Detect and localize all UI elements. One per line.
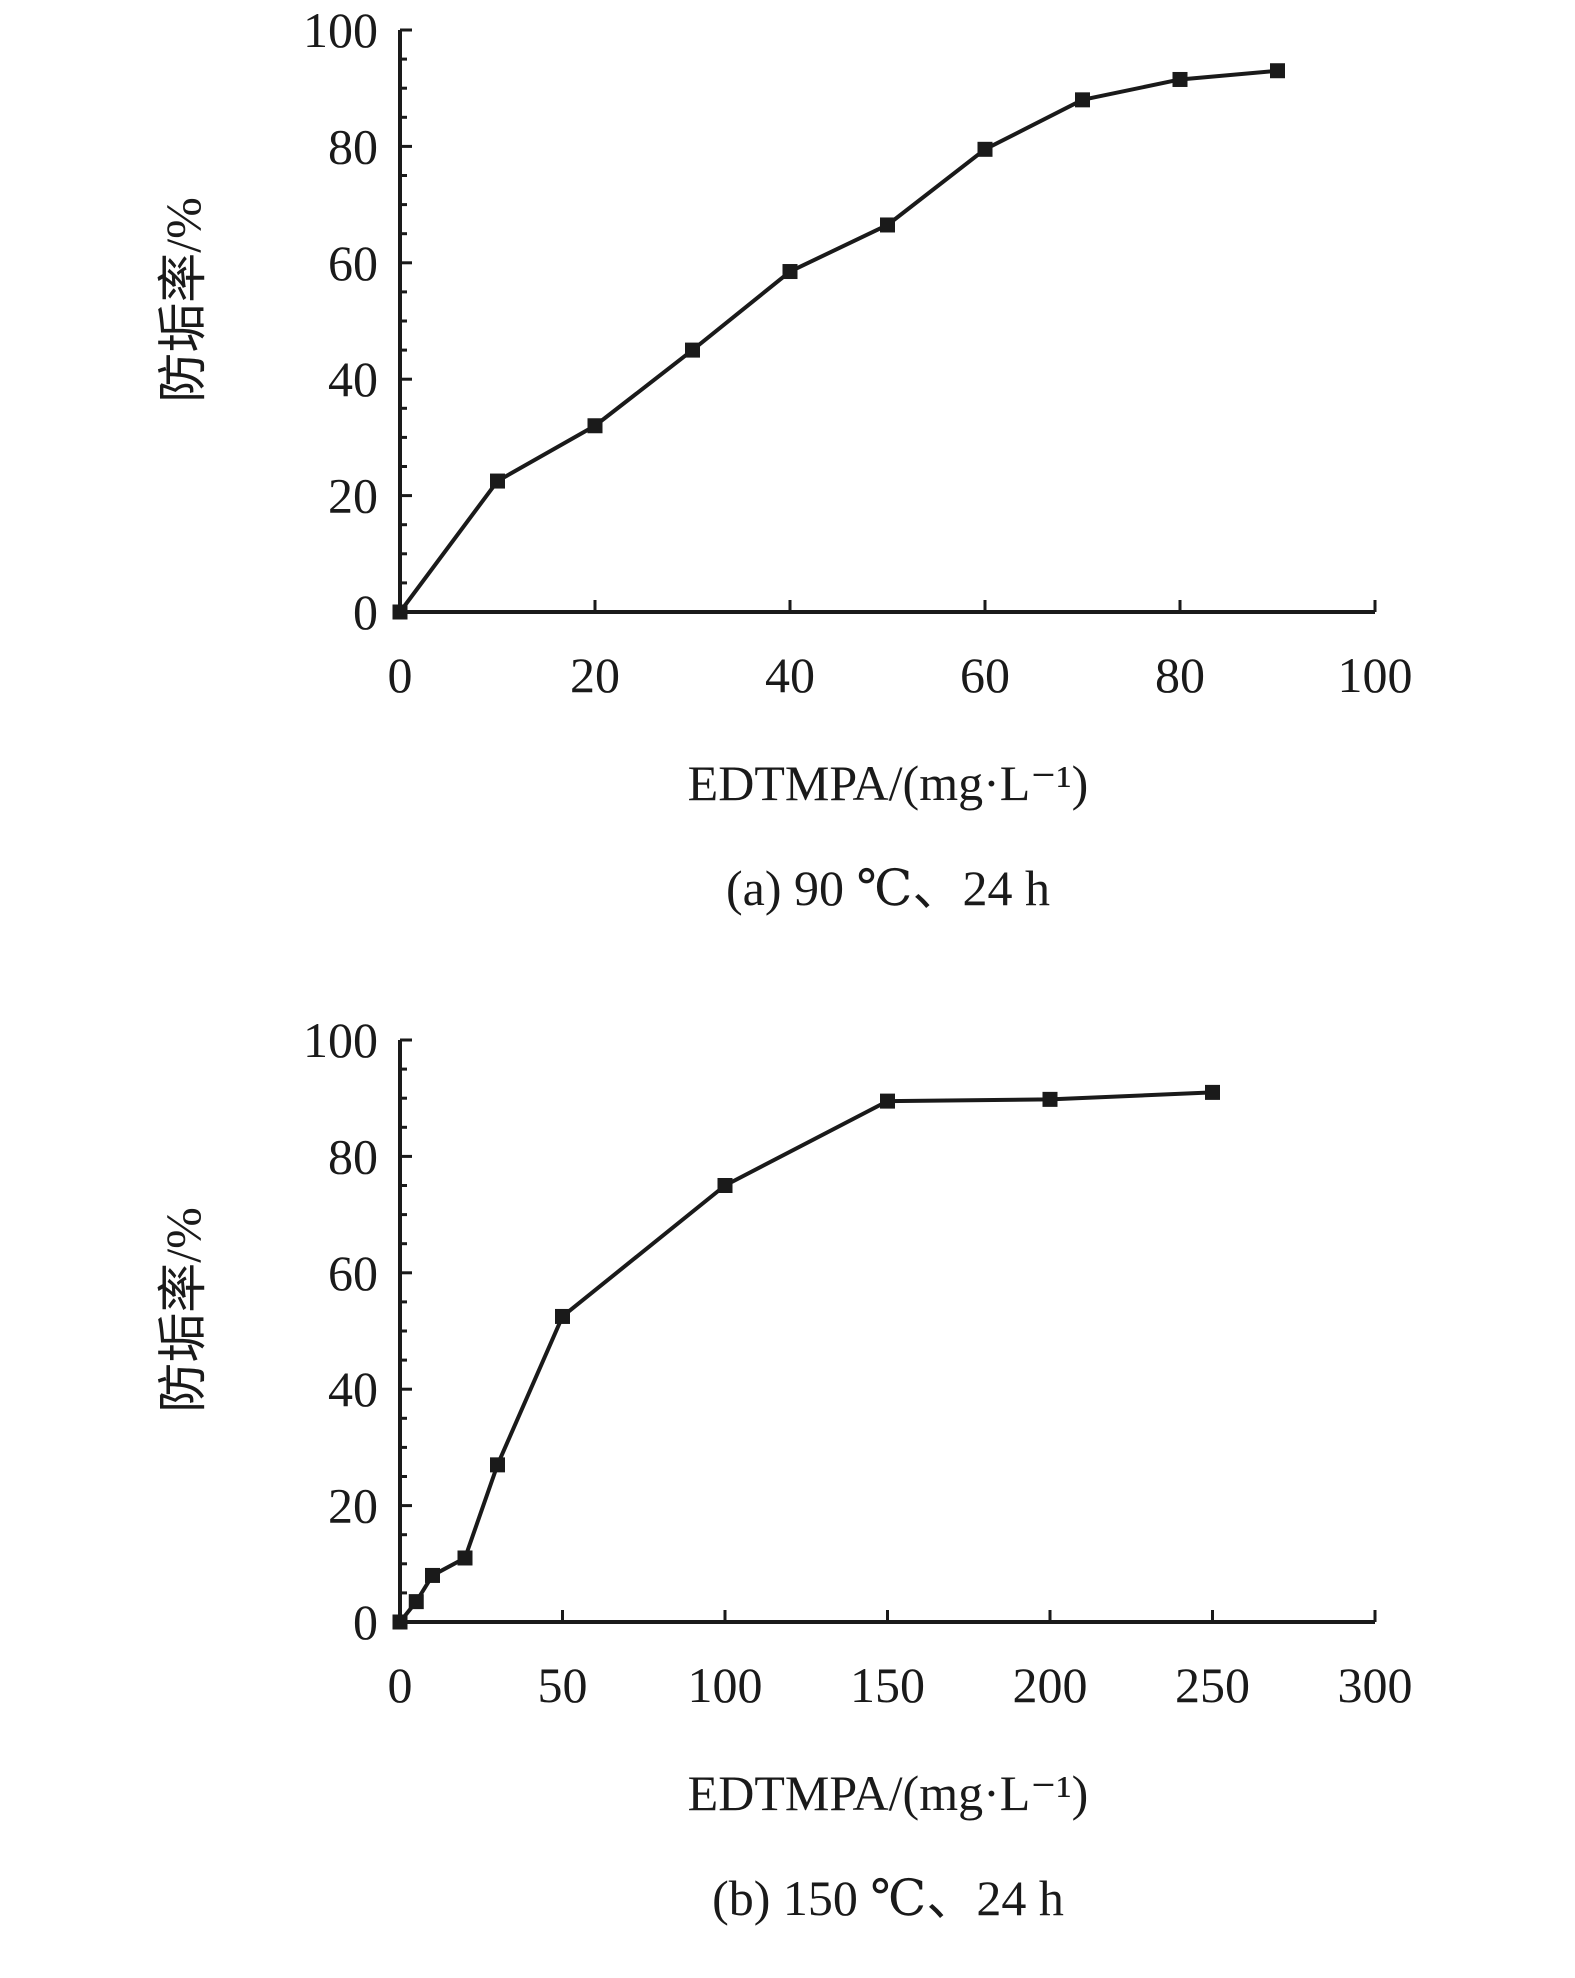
chart-a-x-tick-label: 0 [388, 647, 413, 703]
chart-b-series-line [398, 1090, 1213, 1624]
chart-a-y-tick-label: 60 [328, 235, 378, 291]
chart-b-x-tick-label: 150 [850, 1657, 925, 1713]
chart-a-x-tick-label: 80 [1155, 647, 1205, 703]
chart-a-y-tick-label: 100 [303, 2, 378, 58]
chart-a-y-tick-label: 20 [328, 468, 378, 524]
chart-a-x-tick-label: 40 [765, 647, 815, 703]
chart-a-ylabel: 防垢率/% [155, 197, 211, 403]
chart-b-ylabel: 防垢率/% [155, 1207, 211, 1413]
chart-a-y-tick-label: 0 [353, 584, 378, 640]
chart-panel-b: 防垢率/% EDTMPA/(mg·L⁻¹) (b) 150 ℃、24 h 0 20… [0, 1010, 1575, 1978]
chart-a-data-point [392, 604, 408, 620]
chart-a-data-point [1270, 63, 1285, 79]
chart-a-data-point [782, 264, 798, 280]
chart-a-x-tick-label: 20 [570, 647, 620, 703]
chart-b-x-tick-label: 100 [688, 1657, 763, 1713]
chart-a-data-point [977, 141, 993, 157]
chart-b-data-point [880, 1093, 895, 1109]
chart-a-data-point [490, 473, 505, 489]
chart-a-svg: 防垢率/% EDTMPA/(mg·L⁻¹) (a) 90 ℃、24 h 0 20 4… [155, 2, 1413, 916]
chart-b-x-tick-label: 0 [388, 1657, 413, 1713]
chart-a-data-point [685, 342, 700, 358]
chart-b-x-tick-label: 300 [1338, 1657, 1413, 1713]
chart-panel-a: 防垢率/% EDTMPA/(mg·L⁻¹) (a) 90 ℃、24 h 0 20 4… [0, 0, 1575, 968]
chart-b-data-point [1205, 1084, 1220, 1100]
chart-a-y-tick-label: 80 [328, 118, 378, 174]
chart-b-y-tick-label: 40 [328, 1361, 378, 1417]
chart-a-data-point [587, 418, 603, 434]
chart-b-y-tick-label: 0 [353, 1594, 378, 1650]
chart-b-data-point [392, 1614, 408, 1630]
chart-b-xlabel: EDTMPA/(mg·L⁻¹) [688, 1765, 1089, 1821]
chart-b-y-tick-label: 100 [303, 1012, 378, 1068]
chart-b-caption: (b) 150 ℃、24 h [712, 1870, 1064, 1926]
chart-a-caption: (a) 90 ℃、24 h [726, 860, 1050, 916]
chart-b-y-tick-label: 80 [328, 1128, 378, 1184]
chart-b-x-tick-label: 250 [1175, 1657, 1250, 1713]
chart-a-x-tick-label: 60 [960, 647, 1010, 703]
chart-b-data-point [490, 1457, 505, 1473]
chart-a-series-line [398, 68, 1278, 614]
chart-b-y-tick-label: 20 [328, 1478, 378, 1534]
chart-a-data-point [1172, 71, 1188, 87]
chart-a-xlabel: EDTMPA/(mg·L⁻¹) [688, 755, 1089, 811]
chart-b-svg: 防垢率/% EDTMPA/(mg·L⁻¹) (b) 150 ℃、24 h 0 20… [155, 1012, 1413, 1926]
chart-b-data-point [425, 1567, 440, 1583]
chart-b-data-point [717, 1178, 733, 1193]
chart-b-y-tick-label: 60 [328, 1245, 378, 1301]
chart-b-data-point [408, 1594, 424, 1610]
chart-a-x-tick-label: 100 [1338, 647, 1413, 703]
chart-b-x-tick-label: 200 [1013, 1657, 1088, 1713]
chart-b-data-point [1042, 1091, 1058, 1107]
chart-a-data-point [1075, 92, 1090, 108]
chart-b-data-point [555, 1308, 570, 1324]
chart-a-y-tick-label: 40 [328, 351, 378, 407]
chart-b-x-tick-label: 50 [538, 1657, 588, 1713]
chart-b-data-point [457, 1550, 473, 1566]
chart-a-data-point [880, 217, 895, 233]
